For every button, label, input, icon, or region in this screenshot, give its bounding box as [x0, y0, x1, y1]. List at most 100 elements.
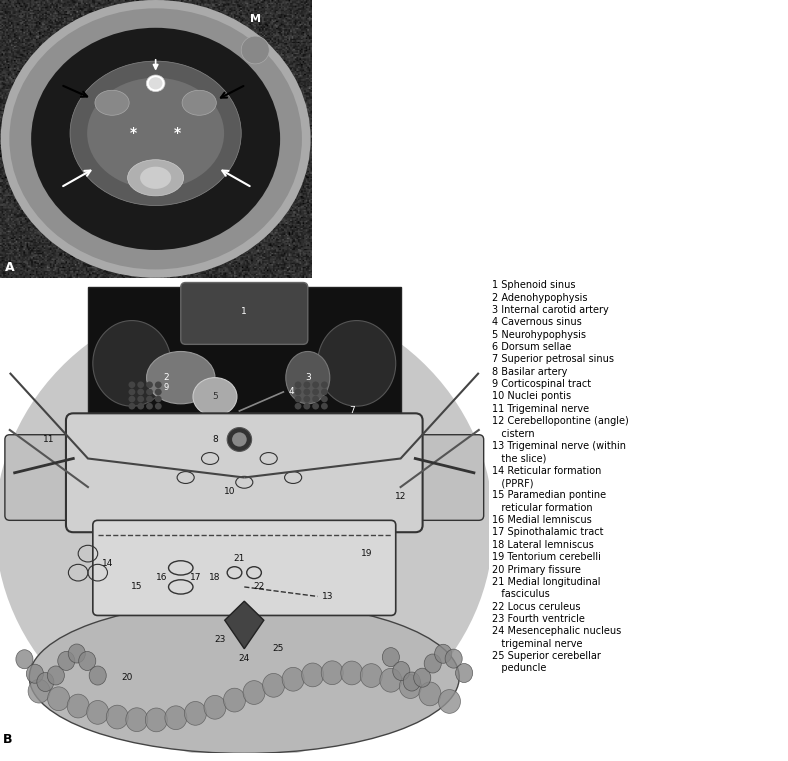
- Circle shape: [149, 77, 162, 90]
- Text: 25 Superior cerebellar: 25 Superior cerebellar: [492, 651, 601, 661]
- Ellipse shape: [224, 688, 246, 712]
- Circle shape: [312, 381, 319, 388]
- Text: 15 Paramedian pontine: 15 Paramedian pontine: [492, 490, 607, 501]
- Text: 19: 19: [361, 549, 372, 558]
- Ellipse shape: [93, 320, 171, 406]
- Text: 24: 24: [239, 654, 250, 663]
- Ellipse shape: [424, 654, 441, 673]
- Circle shape: [312, 403, 319, 409]
- Text: 20: 20: [121, 673, 132, 682]
- Ellipse shape: [204, 696, 226, 719]
- FancyBboxPatch shape: [406, 435, 484, 521]
- Ellipse shape: [79, 651, 96, 670]
- Circle shape: [312, 389, 319, 395]
- Text: 17 Spinothalamic tract: 17 Spinothalamic tract: [492, 527, 604, 537]
- Polygon shape: [225, 601, 264, 648]
- Text: 23 Fourth ventricle: 23 Fourth ventricle: [492, 614, 585, 624]
- Text: 7 Superior petrosal sinus: 7 Superior petrosal sinus: [492, 355, 615, 365]
- Ellipse shape: [403, 672, 420, 691]
- Text: 5 Neurohypophysis: 5 Neurohypophysis: [492, 330, 586, 339]
- Text: B: B: [2, 734, 12, 747]
- Text: 20 Primary fissure: 20 Primary fissure: [492, 565, 582, 575]
- Circle shape: [146, 389, 153, 395]
- Circle shape: [137, 396, 144, 403]
- Circle shape: [155, 389, 162, 395]
- Text: 21: 21: [234, 554, 245, 563]
- Text: 11: 11: [43, 435, 54, 444]
- Ellipse shape: [419, 682, 441, 705]
- FancyBboxPatch shape: [5, 435, 83, 521]
- Ellipse shape: [87, 78, 224, 189]
- FancyBboxPatch shape: [180, 282, 308, 344]
- Text: 16: 16: [155, 573, 167, 582]
- Text: 3 Internal carotid artery: 3 Internal carotid artery: [492, 305, 609, 315]
- Ellipse shape: [16, 650, 33, 669]
- Ellipse shape: [435, 645, 452, 664]
- Text: 22 Locus ceruleus: 22 Locus ceruleus: [492, 602, 581, 612]
- Ellipse shape: [106, 705, 128, 729]
- Circle shape: [295, 381, 302, 388]
- Text: 6 Dorsum sellae: 6 Dorsum sellae: [492, 342, 572, 352]
- Circle shape: [128, 396, 136, 403]
- Circle shape: [232, 432, 247, 447]
- Circle shape: [137, 381, 144, 388]
- Text: *: *: [174, 126, 181, 140]
- Ellipse shape: [414, 668, 431, 687]
- Ellipse shape: [193, 377, 237, 416]
- Text: 3: 3: [305, 373, 310, 382]
- Ellipse shape: [9, 8, 302, 269]
- Ellipse shape: [360, 664, 382, 687]
- Text: 9 Corticospinal tract: 9 Corticospinal tract: [492, 379, 592, 389]
- Ellipse shape: [89, 666, 106, 685]
- Text: 10: 10: [224, 487, 236, 496]
- Circle shape: [295, 389, 302, 395]
- Ellipse shape: [455, 664, 473, 683]
- Ellipse shape: [37, 673, 54, 692]
- Circle shape: [303, 381, 310, 388]
- Text: 2: 2: [163, 373, 169, 382]
- Ellipse shape: [31, 27, 281, 250]
- Text: 21 Medial longitudinal: 21 Medial longitudinal: [492, 577, 601, 587]
- Text: 14 Reticular formation: 14 Reticular formation: [492, 466, 602, 476]
- Ellipse shape: [47, 666, 65, 685]
- Ellipse shape: [286, 352, 329, 404]
- Text: 11 Trigeminal nerve: 11 Trigeminal nerve: [492, 404, 589, 414]
- Circle shape: [227, 428, 251, 451]
- FancyBboxPatch shape: [88, 287, 400, 430]
- Ellipse shape: [140, 167, 171, 189]
- Circle shape: [128, 381, 136, 388]
- Circle shape: [155, 403, 162, 409]
- Ellipse shape: [302, 663, 324, 686]
- Circle shape: [295, 396, 302, 403]
- Ellipse shape: [438, 689, 460, 713]
- Ellipse shape: [128, 160, 184, 196]
- Text: M: M: [250, 14, 261, 24]
- Ellipse shape: [58, 651, 75, 670]
- Text: peduncle: peduncle: [492, 664, 547, 673]
- Circle shape: [321, 396, 328, 403]
- Circle shape: [146, 396, 153, 403]
- Ellipse shape: [392, 661, 410, 680]
- Ellipse shape: [282, 667, 304, 691]
- Circle shape: [303, 396, 310, 403]
- Text: 19 Tentorium cerebelli: 19 Tentorium cerebelli: [492, 552, 601, 562]
- FancyBboxPatch shape: [93, 521, 396, 616]
- Text: 2 Adenohypophysis: 2 Adenohypophysis: [492, 292, 588, 303]
- Text: A: A: [5, 261, 14, 274]
- Ellipse shape: [165, 706, 187, 730]
- Ellipse shape: [382, 648, 400, 667]
- Ellipse shape: [318, 320, 396, 406]
- Text: 7: 7: [349, 406, 355, 416]
- Ellipse shape: [29, 601, 459, 753]
- Text: *: *: [130, 126, 137, 140]
- Text: 8 Basilar artery: 8 Basilar artery: [492, 367, 568, 377]
- Text: 18 Lateral lemniscus: 18 Lateral lemniscus: [492, 540, 594, 550]
- Circle shape: [137, 389, 144, 395]
- Circle shape: [147, 75, 165, 91]
- Text: the slice): the slice): [492, 454, 547, 463]
- Text: 15: 15: [131, 582, 143, 591]
- Ellipse shape: [184, 702, 206, 725]
- Ellipse shape: [28, 680, 50, 703]
- Ellipse shape: [182, 91, 217, 115]
- Text: 17: 17: [190, 573, 201, 582]
